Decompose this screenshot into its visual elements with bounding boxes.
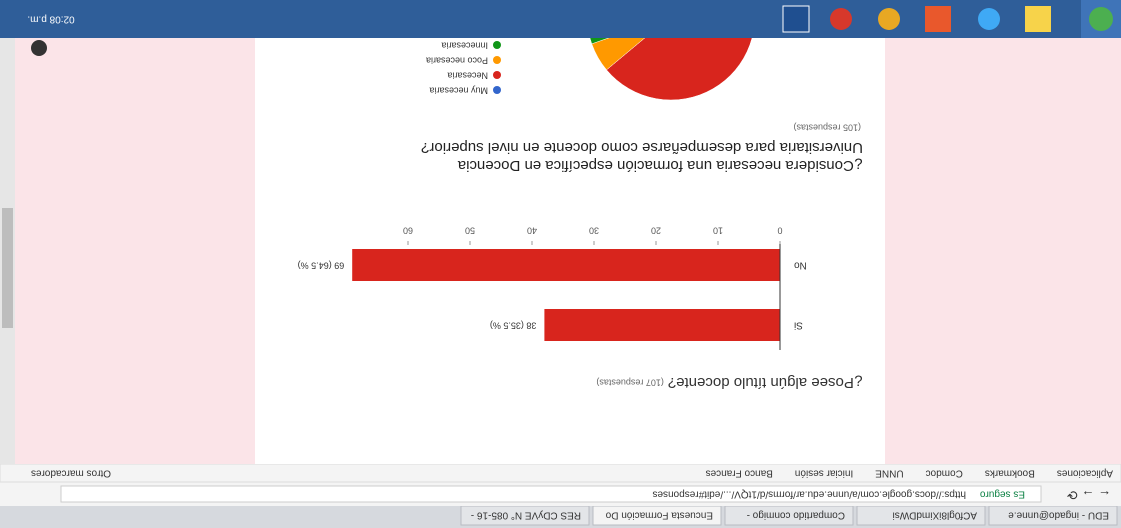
url[interactable]: https://docs.google.com/a/unne.edu.ar/fo… bbox=[652, 488, 966, 499]
tab-title[interactable]: Compartido conmigo - bbox=[747, 509, 845, 520]
bookmark[interactable]: Banco Frances bbox=[706, 467, 773, 478]
taskbar-icon[interactable] bbox=[878, 8, 900, 30]
chart-title: ¿Posee algún título docente? bbox=[668, 374, 863, 391]
bookmark[interactable]: Iniciar sesión bbox=[795, 467, 853, 478]
nav-buttons[interactable]: ← → ⟳ bbox=[1067, 488, 1111, 503]
legend-label: Necesaria bbox=[447, 71, 488, 81]
taskbar bbox=[0, 0, 1121, 38]
secure-label: Es seguro bbox=[980, 488, 1025, 499]
bookmark[interactable]: UNNE bbox=[875, 467, 904, 478]
legend-dot bbox=[493, 56, 501, 64]
x-tick-label: 0 bbox=[777, 226, 782, 236]
chart-subtitle: (107 respuestas) bbox=[596, 378, 664, 388]
legend-dot bbox=[493, 86, 501, 94]
x-tick-label: 50 bbox=[465, 226, 475, 236]
chart-title: ¿Considera necesaria una formación espec… bbox=[421, 139, 863, 174]
taskbar-icon[interactable] bbox=[925, 6, 951, 32]
bookmark[interactable]: Comdoc bbox=[926, 467, 963, 478]
help-icon[interactable] bbox=[31, 40, 47, 56]
tab-title[interactable]: EDU - ingado@unne.e bbox=[1008, 509, 1109, 520]
clock: 02:08 p.m. bbox=[27, 13, 74, 24]
other-bookmarks[interactable]: Otros marcadores bbox=[31, 467, 111, 478]
legend-label: Innecesaria bbox=[441, 41, 488, 51]
legend-dot bbox=[493, 71, 501, 79]
taskbar-icon[interactable] bbox=[1025, 6, 1051, 32]
x-tick-label: 60 bbox=[403, 226, 413, 236]
x-tick-label: 40 bbox=[527, 226, 537, 236]
taskbar-icon[interactable] bbox=[830, 8, 852, 30]
legend-dot bbox=[493, 41, 501, 49]
value-label: 38 (35.5 %) bbox=[490, 321, 537, 331]
scroll-thumb[interactable] bbox=[2, 208, 13, 328]
bar bbox=[544, 309, 780, 341]
bookmark[interactable]: Bookmarks bbox=[985, 467, 1035, 478]
chart-title-box: ¿Considera necesaria una formación espec… bbox=[421, 139, 863, 174]
bar bbox=[352, 249, 780, 281]
x-tick-label: 30 bbox=[589, 226, 599, 236]
tab-title[interactable]: Encuesta Formación Do bbox=[605, 509, 713, 520]
legend-label: Poco necesaria bbox=[426, 56, 488, 66]
chart-subtitle: (105 respuestas) bbox=[793, 123, 861, 133]
start-icon[interactable] bbox=[1089, 7, 1113, 31]
taskbar-icon[interactable] bbox=[978, 8, 1000, 30]
x-tick-label: 20 bbox=[651, 226, 661, 236]
bookmark[interactable]: Aplicaciones bbox=[1057, 467, 1113, 478]
tab-title[interactable]: ACf0gl8iXimdDWsi bbox=[893, 509, 977, 520]
value-label: 69 (64.5 %) bbox=[298, 261, 345, 271]
tab-title[interactable]: RES CDyVE N° 085-16 - bbox=[471, 509, 581, 520]
category-label: No bbox=[794, 259, 807, 270]
url-field[interactable] bbox=[60, 485, 1042, 503]
category-label: Si bbox=[794, 319, 803, 330]
legend-label: Muy necesaria bbox=[429, 86, 488, 96]
x-tick-label: 10 bbox=[713, 226, 723, 236]
taskbar-icon[interactable] bbox=[782, 5, 810, 33]
